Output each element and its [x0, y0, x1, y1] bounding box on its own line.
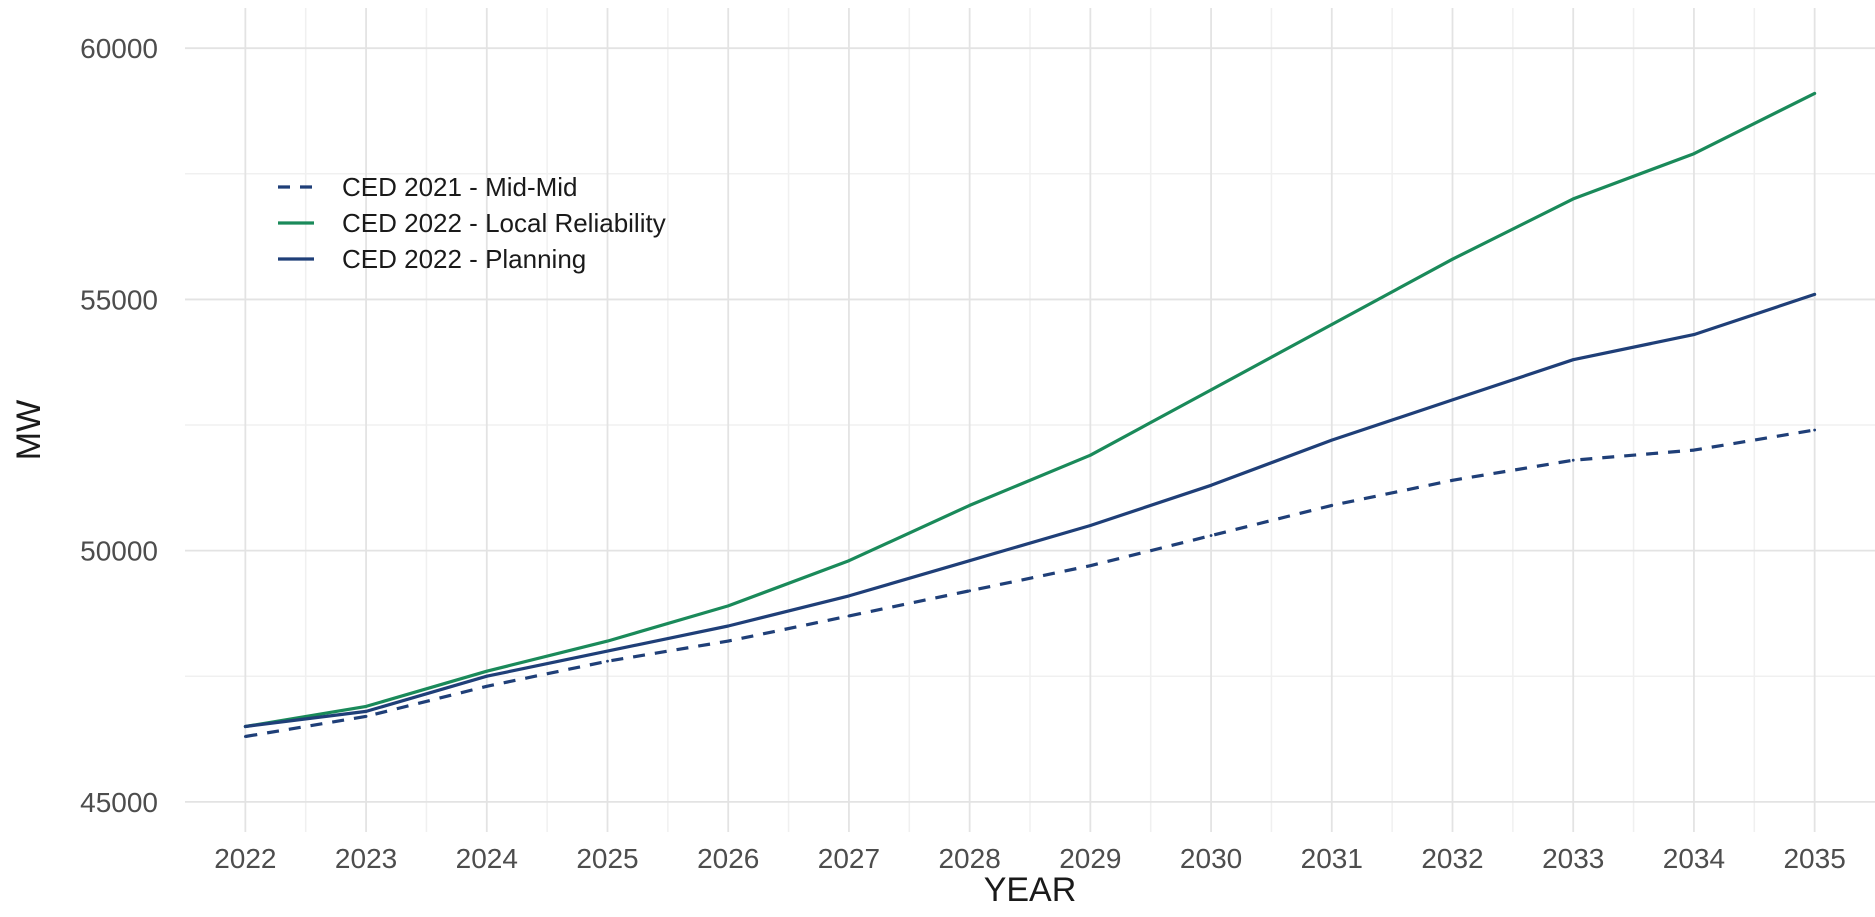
x-tick-label: 2032	[1421, 843, 1483, 874]
series-3-point	[1451, 398, 1454, 402]
y-tick-label: 50000	[80, 536, 158, 567]
x-axis-title: YEAR	[984, 871, 1077, 909]
series-2-point	[726, 604, 730, 608]
series-3-point	[1813, 292, 1817, 296]
x-tick-label: 2027	[818, 843, 880, 874]
series-2-point	[1451, 257, 1454, 261]
series-3-point	[1209, 483, 1213, 487]
series-3-point	[726, 624, 730, 628]
series-1-point	[726, 639, 730, 643]
x-axis-ticks: 2022 2023 2024 2025 2026 2027 2028 2029 2030 2031…	[214, 843, 1846, 874]
x-tick-label: 2034	[1663, 843, 1725, 874]
series-1-point	[364, 715, 368, 718]
x-tick-label: 2024	[456, 843, 518, 874]
series-2-point	[847, 559, 851, 563]
y-tick-label: 45000	[80, 787, 158, 818]
series-3-point	[847, 594, 851, 598]
x-tick-label: 2031	[1301, 843, 1363, 874]
y-axis-ticks: 45000 50000 55000 60000	[80, 33, 158, 818]
series-2-point	[1692, 152, 1696, 156]
x-tick-label: 2030	[1180, 843, 1242, 874]
y-tick-label: 55000	[80, 284, 158, 315]
series-3-point	[606, 649, 609, 653]
series-1-point	[1451, 478, 1454, 482]
series-1-point	[847, 614, 851, 618]
x-tick-label: 2023	[335, 843, 397, 874]
x-tick-label: 2028	[938, 843, 1000, 874]
series-2-point	[1330, 323, 1334, 326]
series-line-2	[243, 91, 1817, 729]
series-1-point	[968, 589, 972, 593]
series-1-point	[1813, 428, 1817, 432]
series-3-point	[1571, 358, 1575, 362]
x-tick-label: 2029	[1059, 843, 1121, 874]
series-line-3	[243, 292, 1817, 729]
y-tick-label: 60000	[80, 33, 158, 64]
series-3-point	[364, 710, 368, 713]
series-1-point	[1692, 448, 1696, 452]
series-1-point	[243, 735, 247, 738]
series-2-point	[968, 504, 972, 507]
series-2-point	[1209, 388, 1213, 392]
legend: CED 2021 - Mid-Mid CED 2022 - Local Relia…	[278, 172, 666, 274]
series-1-point	[1571, 458, 1575, 462]
series-2-point	[606, 639, 609, 643]
legend-label-3: CED 2022 - Planning	[342, 244, 586, 274]
series-2-point	[485, 669, 489, 673]
series-2-point	[1088, 453, 1092, 457]
series-1-point	[1209, 534, 1213, 537]
x-tick-label: 2022	[214, 843, 276, 874]
x-tick-label: 2035	[1783, 843, 1845, 874]
series-2-point	[1813, 92, 1817, 95]
series-2-point	[364, 704, 368, 708]
series-3-point	[968, 559, 972, 563]
series-line-1	[245, 428, 1815, 739]
series-3-point	[485, 674, 489, 678]
series-3-point	[1330, 438, 1334, 442]
series-3-point	[1088, 524, 1092, 527]
legend-label-2: CED 2022 - Local Reliability	[342, 208, 666, 238]
x-tick-label: 2026	[697, 843, 759, 874]
series-1-point	[1088, 564, 1092, 568]
x-tick-label: 2025	[576, 843, 638, 874]
legend-label-1: CED 2021 - Mid-Mid	[342, 172, 578, 202]
series-1-point	[606, 659, 609, 663]
series-layer	[243, 91, 1817, 739]
series-3-point	[1692, 333, 1696, 336]
series-3-point	[243, 725, 247, 728]
x-tick-label: 2033	[1542, 843, 1604, 874]
major-gridlines	[185, 8, 1875, 832]
series-2-point	[1571, 197, 1575, 201]
y-axis-title: MW	[10, 400, 48, 460]
series-1-point	[485, 684, 489, 688]
series-1-point	[1330, 504, 1334, 507]
